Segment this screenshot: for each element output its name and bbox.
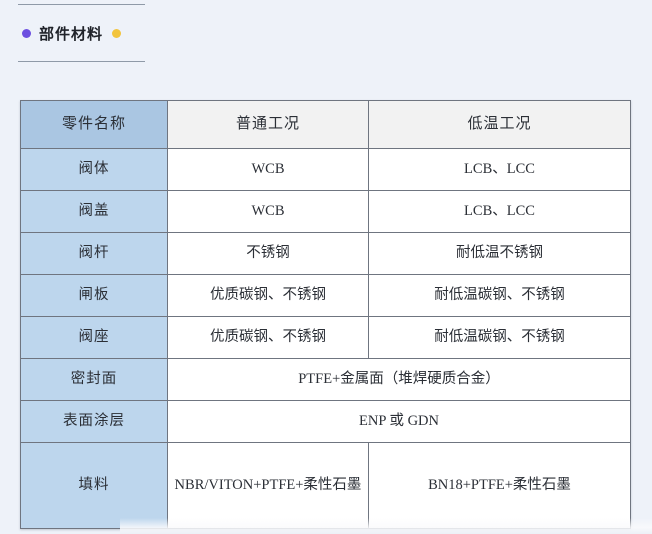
cell-part-name: 阀杆 — [20, 232, 168, 275]
yellow-dot-icon — [112, 28, 122, 38]
table-row: 阀盖 WCB LCB、LCC — [20, 190, 631, 233]
table-header-row: 零件名称 普通工况 低温工况 — [20, 100, 631, 149]
cell-low-temp-condition: BN18+PTFE+柔性石墨 — [368, 442, 631, 529]
cell-part-name: 表面涂层 — [20, 400, 168, 443]
column-header-low-temp-condition: 低温工况 — [368, 100, 631, 149]
section-header: 部件材料 — [18, 4, 145, 62]
table-row: 阀体 WCB LCB、LCC — [20, 148, 631, 191]
table-body: 阀体 WCB LCB、LCC 阀盖 WCB LCB、LCC 阀杆 不锈钢 耐低温不锈钢 闸板 优质碳… — [20, 148, 631, 529]
table-row: 填料 NBR/VITON+PTFE+柔性石墨 BN18+PTFE+柔性石墨 — [20, 442, 631, 529]
page-title: 部件材料 — [39, 24, 104, 43]
purple-dot-icon — [22, 28, 31, 38]
cell-low-temp-condition: 耐低温碳钢、不锈钢 — [368, 316, 631, 359]
cell-normal-condition: NBR/VITON+PTFE+柔性石墨 — [167, 442, 369, 529]
cell-normal-condition: WCB — [167, 148, 369, 191]
cell-low-temp-condition: 耐低温不锈钢 — [368, 232, 631, 275]
cell-normal-condition: WCB — [167, 190, 369, 233]
cell-merged-value: PTFE+金属面（堆焊硬质合金） — [167, 358, 631, 401]
table-row: 密封面 PTFE+金属面（堆焊硬质合金） — [20, 358, 631, 401]
cell-part-name: 阀盖 — [20, 190, 168, 233]
column-header-part-name: 零件名称 — [20, 100, 168, 149]
cell-normal-condition: 优质碳钢、不锈钢 — [167, 316, 369, 359]
cell-low-temp-condition: 耐低温碳钢、不锈钢 — [368, 274, 631, 317]
cell-part-name: 填料 — [20, 442, 168, 529]
table-row: 阀杆 不锈钢 耐低温不锈钢 — [20, 232, 631, 275]
cell-low-temp-condition: LCB、LCC — [368, 148, 631, 191]
cell-low-temp-condition: LCB、LCC — [368, 190, 631, 233]
cell-part-name: 密封面 — [20, 358, 168, 401]
cell-part-name: 闸板 — [20, 274, 168, 317]
cell-merged-value: ENP 或 GDN — [167, 400, 631, 443]
table-row: 表面涂层 ENP 或 GDN — [20, 400, 631, 443]
cell-normal-condition: 优质碳钢、不锈钢 — [167, 274, 369, 317]
table-row: 阀座 优质碳钢、不锈钢 耐低温碳钢、不锈钢 — [20, 316, 631, 359]
part-materials-table: 零件名称 普通工况 低温工况 阀体 WCB LCB、LCC 阀盖 WCB LCB、LCC 阀… — [20, 100, 631, 529]
cell-part-name: 阀体 — [20, 148, 168, 191]
column-header-normal-condition: 普通工况 — [167, 100, 369, 149]
table-row: 闸板 优质碳钢、不锈钢 耐低温碳钢、不锈钢 — [20, 274, 631, 317]
table-header: 零件名称 普通工况 低温工况 — [20, 100, 631, 149]
cell-normal-condition: 不锈钢 — [167, 232, 369, 275]
cell-part-name: 阀座 — [20, 316, 168, 359]
